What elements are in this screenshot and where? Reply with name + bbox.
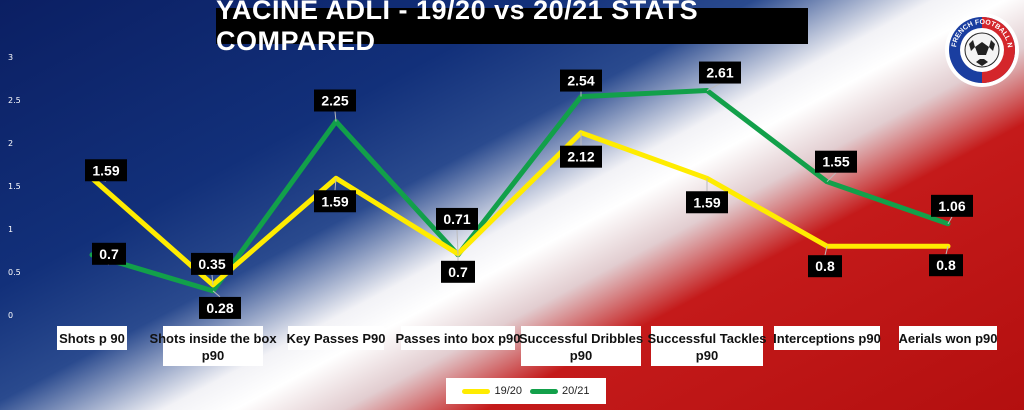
y-tick-label: 1 [8, 225, 13, 234]
category-label: Successful Tackles [648, 331, 767, 346]
data-label: 1.59 [321, 193, 348, 209]
data-label-leader [947, 216, 953, 225]
category-label: p90 [696, 348, 718, 363]
category-label-box [401, 326, 515, 350]
category-label: p90 [570, 348, 592, 363]
data-label: 0.7 [99, 246, 119, 262]
data-label-box [931, 194, 973, 217]
data-label-box [699, 61, 741, 84]
legend-label-1920: 19/20 [494, 385, 522, 397]
legend-swatch-1920 [462, 388, 491, 394]
series-1920-line [89, 130, 951, 288]
category-label: Key Passes P90 [286, 331, 385, 346]
data-label: 0.8 [936, 257, 956, 273]
data-label: 0.28 [206, 300, 233, 316]
y-tick-label: 2.5 [8, 96, 21, 105]
legend-swatch-2021 [530, 388, 558, 394]
data-label-box [815, 150, 857, 173]
chart-title: YACINE ADLI - 19/20 vs 20/21 STATS COMPA… [216, 0, 808, 56]
data-label: 2.12 [567, 149, 594, 165]
series-2021-line [89, 88, 951, 294]
category-label: Interceptions p90 [773, 331, 881, 346]
category-label-box [774, 326, 880, 350]
data-label-box [314, 190, 356, 213]
data-label-leader [826, 172, 837, 183]
y-tick-label: 0 [8, 311, 13, 320]
category-label: Shots p 90 [59, 331, 125, 346]
y-tick-label: 0.5 [8, 268, 21, 277]
category-label-box [288, 326, 384, 350]
data-label-box [436, 207, 478, 230]
category-label-box [163, 326, 263, 366]
data-label-leader [824, 246, 828, 256]
y-tick-label: 2 [8, 139, 13, 148]
data-label-box [85, 159, 127, 182]
data-label-box [199, 296, 241, 319]
legend-item-1920: 19/20 [462, 385, 522, 397]
data-label: 1.59 [693, 194, 720, 210]
data-label-box [314, 89, 356, 112]
data-label-leader [212, 290, 221, 298]
data-label: 1.59 [92, 162, 119, 178]
data-label: 0.35 [198, 256, 225, 272]
data-label-box [686, 191, 728, 214]
y-tick-label: 1.5 [8, 182, 21, 191]
legend: 19/20 20/21 [446, 378, 606, 404]
data-label: 0.8 [815, 258, 835, 274]
category-label: Aerials won p90 [899, 331, 998, 346]
category-label-box [899, 326, 997, 350]
data-label: 0.71 [443, 211, 470, 227]
data-label-box [808, 255, 842, 278]
data-label-leader [706, 83, 721, 91]
data-label: 1.06 [938, 198, 965, 214]
category-label-box [651, 326, 763, 366]
get-french-football-news-logo: GET FRENCH FOOTBALL NEWS [944, 12, 1019, 87]
data-label-box [191, 252, 233, 275]
category-label-box [521, 326, 641, 366]
category-label: p90 [202, 348, 224, 363]
category-label: Passes into box p90 [396, 331, 521, 346]
data-label: 1.55 [822, 154, 849, 170]
data-label-leader [334, 111, 337, 122]
category-label: Shots inside the box [149, 331, 277, 346]
y-tick-label: 3 [8, 53, 13, 62]
data-label: 2.54 [567, 73, 594, 89]
data-label-leader [456, 229, 459, 254]
data-label-box [441, 260, 475, 283]
football-icon [964, 32, 1000, 68]
data-label-box [560, 145, 602, 168]
data-label-box [92, 242, 126, 265]
category-label-box [57, 326, 127, 350]
data-label-leader [334, 178, 337, 191]
data-label-box [560, 69, 602, 92]
data-label-leader [211, 274, 214, 285]
data-label: 0.7 [448, 264, 468, 280]
category-label: Successful Dribbles [519, 331, 643, 346]
data-label-leader [945, 246, 949, 255]
legend-item-2021: 20/21 [530, 385, 590, 397]
data-label: 2.61 [706, 65, 733, 81]
legend-label-2021: 20/21 [562, 385, 590, 397]
data-label: 2.25 [321, 93, 348, 109]
data-label-box [929, 254, 963, 277]
